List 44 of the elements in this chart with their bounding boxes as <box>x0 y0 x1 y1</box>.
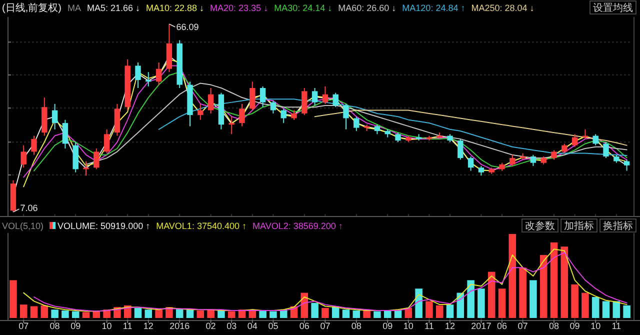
x-tick-label: 06 <box>299 321 310 331</box>
annotation: 7.06 <box>20 203 38 213</box>
text: MA10: 22.88 ↓ <box>146 3 204 13</box>
x-tick-label: 04 <box>247 321 258 331</box>
text: MA250: 28.04 ↓ <box>471 3 534 13</box>
x-tick-label: 12 <box>444 321 456 331</box>
x-tick-label: 08 <box>351 321 362 331</box>
x-tick-label: 10 <box>590 321 601 331</box>
text: 设置均线 <box>593 2 633 14</box>
chart-title: (日线,前复权) <box>2 2 62 14</box>
legend-title: VOL(5,10) <box>2 221 44 231</box>
x-tick-label: 07 <box>18 321 29 331</box>
x-tick-label: 02 <box>206 321 216 331</box>
x-tick-label: 09 <box>570 321 580 331</box>
text: MAVOL2: 38569.200 ↑ <box>252 221 343 231</box>
legend-label: VOLUME: 50919.000 ↑ <box>58 221 150 231</box>
text: 改参数 <box>525 220 555 232</box>
x-tick-label: 09 <box>70 321 81 331</box>
x-tick-label: 11 <box>612 321 622 331</box>
text: 换指标 <box>603 220 633 232</box>
legend-title: MA <box>67 3 81 13</box>
x-tick-label: 09 <box>382 321 393 331</box>
x-tick-label: 08 <box>548 321 560 331</box>
x-tick-label: 03 <box>226 321 237 331</box>
text: MA120: 24.84 ↑ <box>402 3 466 13</box>
x-tick-label: 10 <box>102 321 112 331</box>
x-tick-label: 07 <box>518 321 528 331</box>
x-tick-label: 12 <box>143 321 154 331</box>
x-tick-label: 10 <box>403 321 414 331</box>
x-tick-label: 2016 <box>170 321 190 331</box>
text: MA60: 26.60 ↓ <box>338 3 396 13</box>
text: MA20: 23.35 ↓ <box>210 3 268 13</box>
x-tick-label: 2017 <box>471 321 492 331</box>
text: MA30: 24.14 ↓ <box>274 3 332 13</box>
text: MAVOL1: 37540.400 ↑ <box>156 221 246 231</box>
text: MA5: 21.66 ↓ <box>86 3 140 13</box>
x-tick-label: 08 <box>50 321 60 331</box>
text: 加指标 <box>564 220 594 232</box>
x-tick-label: 11 <box>122 321 132 331</box>
x-tick-label: 05 <box>268 321 278 331</box>
x-tick-label: 07 <box>320 321 330 331</box>
x-tick-label: 06 <box>496 321 508 331</box>
x-tick-label: 11 <box>424 321 434 331</box>
annotation: 66.09 <box>176 22 199 32</box>
